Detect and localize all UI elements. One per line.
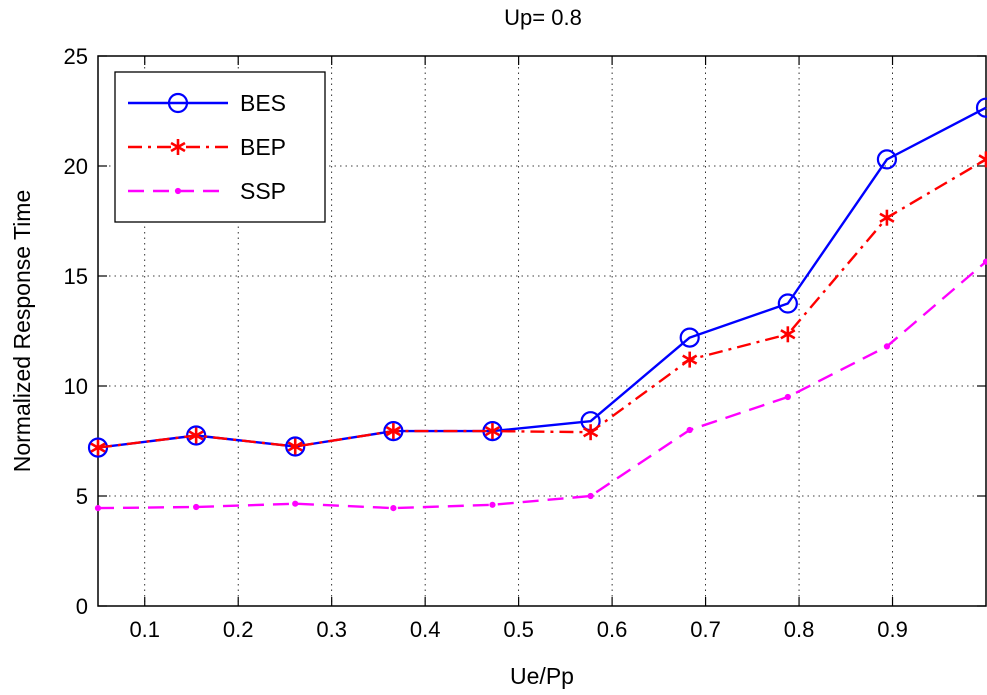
- legend-label-bes: BES: [240, 90, 286, 116]
- x-tick-label: 0.5: [503, 617, 534, 642]
- data-point: [188, 427, 204, 444]
- data-point: [876, 149, 898, 170]
- data-point: [484, 423, 501, 440]
- data-point: [975, 97, 987, 118]
- x-tick-label: 0.9: [877, 617, 908, 642]
- y-tick-label: 0: [76, 594, 88, 619]
- y-tick-label: 10: [64, 374, 88, 399]
- x-tick-label: 0.2: [223, 617, 254, 642]
- x-axis-label: Ue/Pp: [510, 663, 574, 689]
- data-point: [780, 326, 796, 343]
- y-tick-label: 20: [64, 154, 88, 179]
- series-bep: [90, 151, 987, 456]
- data-point: [167, 92, 189, 114]
- series-line: [97, 260, 987, 510]
- x-tick-label: 0.4: [410, 617, 441, 642]
- data-point: [587, 492, 594, 500]
- series-ssp: [94, 258, 987, 512]
- data-point: [978, 151, 987, 168]
- data-point: [686, 426, 693, 434]
- data-point: [193, 503, 200, 511]
- y-axis-label: Normalized Response Time: [9, 190, 35, 473]
- data-point: [383, 421, 404, 442]
- data-point: [90, 439, 106, 456]
- series-lines: [87, 97, 987, 512]
- data-point: [94, 505, 102, 512]
- data-point: [879, 209, 895, 226]
- y-tick-label: 15: [64, 264, 88, 289]
- data-point: [982, 258, 987, 265]
- data-point: [292, 500, 299, 507]
- x-tick-label: 0.6: [597, 617, 628, 642]
- data-point: [285, 436, 306, 457]
- data-point: [390, 505, 397, 512]
- y-tick-label: 5: [76, 484, 88, 509]
- legend-label-bep: BEP: [240, 134, 286, 160]
- y-tick-label: 25: [64, 44, 88, 69]
- data-point: [489, 501, 496, 508]
- x-tick-label: 0.1: [129, 617, 160, 642]
- data-point: [883, 343, 891, 350]
- axis-ticks: 0.1 0.2 0.3 0.4 0.5 0.6 0.7 0.8 0.9 0 5 10 15 20 25: [64, 44, 986, 642]
- plot-area: [97, 55, 987, 607]
- legend-label-ssp: SSP: [240, 178, 286, 204]
- x-tick-label: 0.3: [316, 617, 347, 642]
- data-point: [170, 139, 186, 155]
- data-point: [682, 351, 698, 368]
- data-point: [385, 423, 401, 440]
- legend: BES BEP SSP: [114, 71, 326, 223]
- series-line: [97, 158, 987, 449]
- data-point: [287, 438, 303, 455]
- x-tick-label: 0.8: [784, 617, 815, 642]
- data-point: [679, 327, 700, 348]
- data-point: [777, 293, 798, 314]
- data-point: [174, 187, 182, 195]
- x-tick-label: 0.7: [690, 617, 721, 642]
- chart-title: Up= 0.8: [504, 5, 582, 30]
- data-point: [582, 424, 599, 441]
- data-point: [784, 393, 791, 401]
